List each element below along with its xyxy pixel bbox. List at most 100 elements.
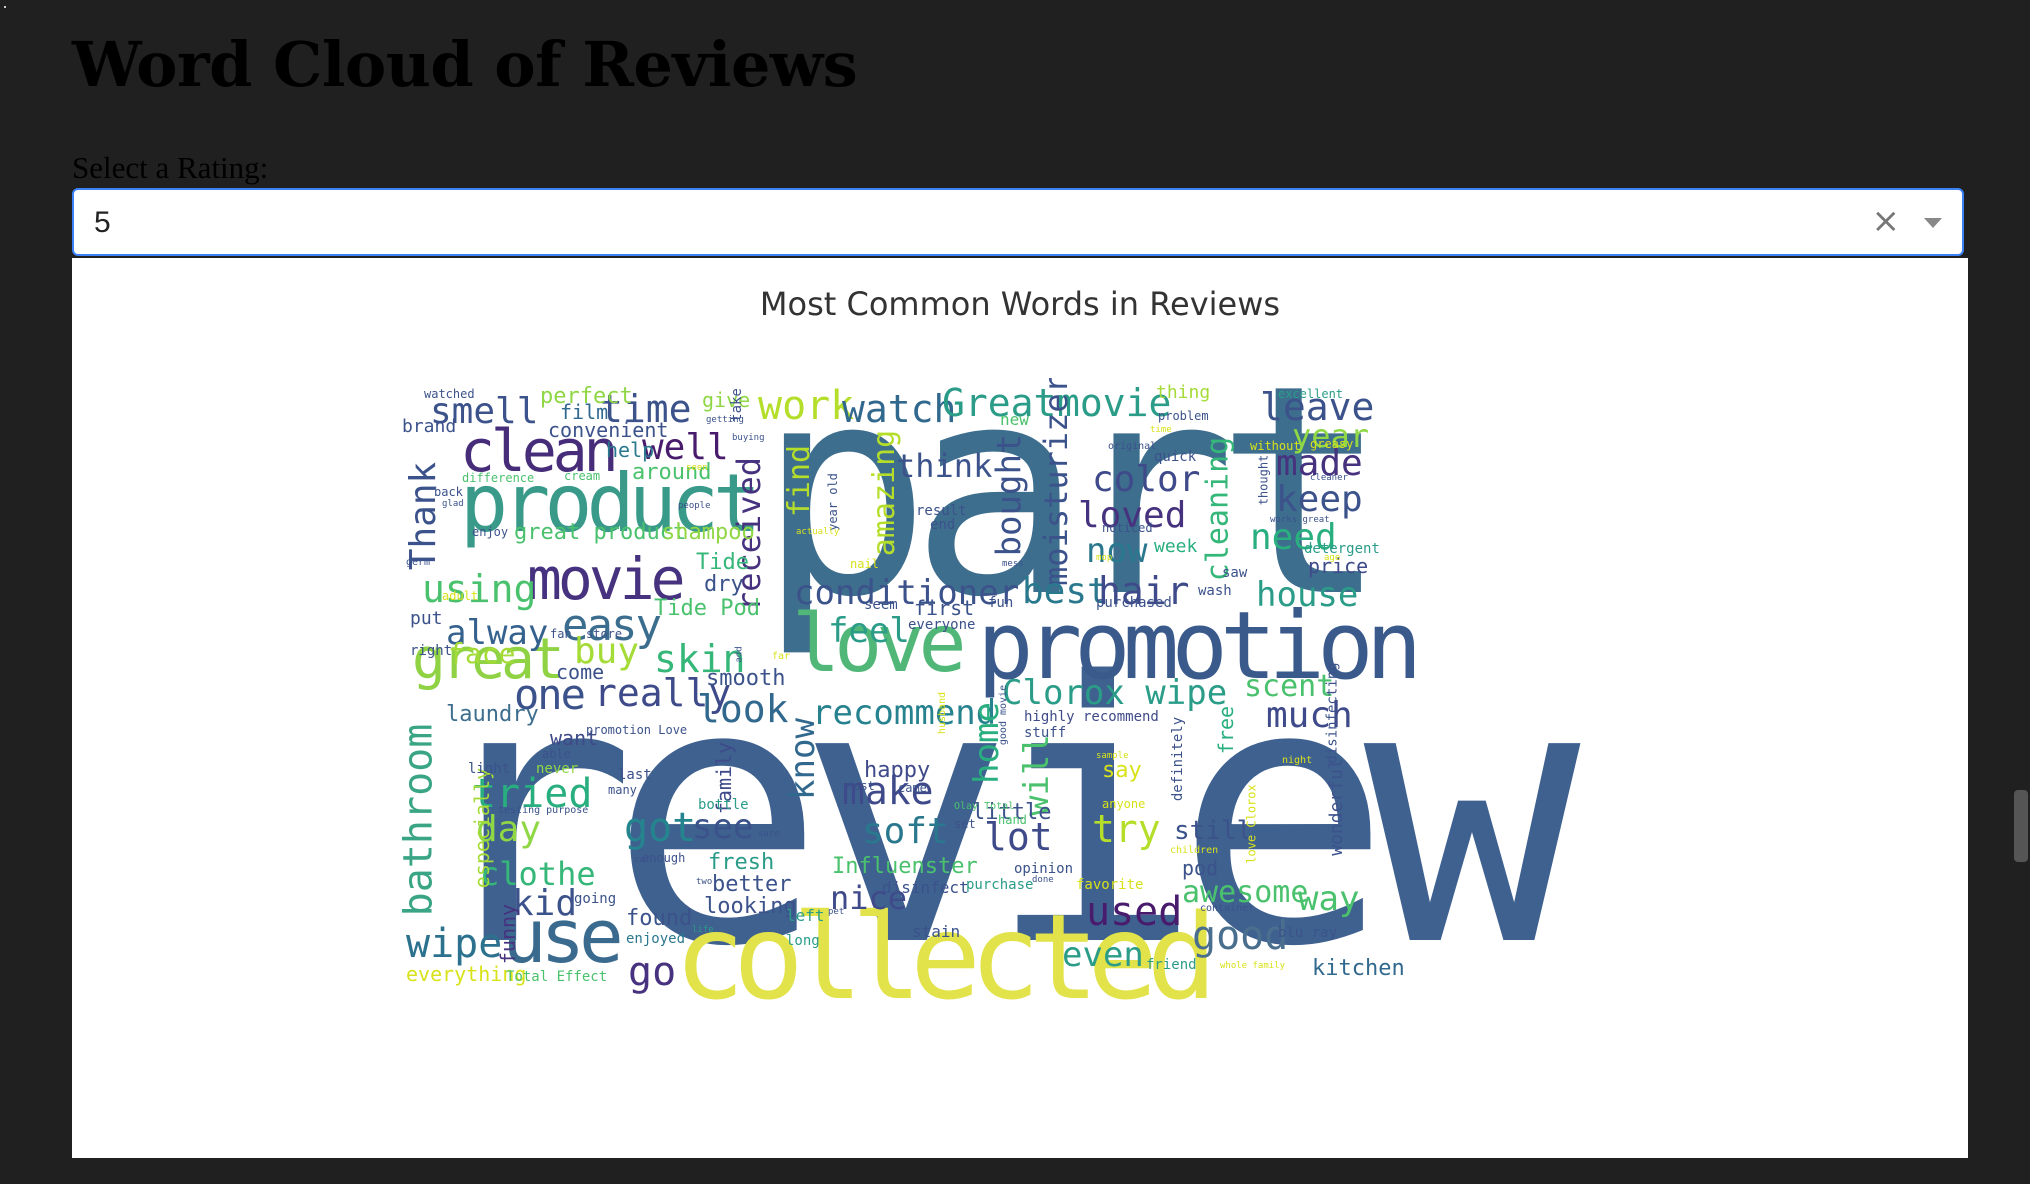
word-even: even	[1062, 935, 1144, 975]
word-influenster: Influenster	[832, 854, 978, 879]
word-time-small: time	[1150, 425, 1172, 435]
word-add: add	[734, 646, 745, 663]
word-happy: happy	[864, 758, 931, 783]
word-laundry: laundry	[446, 702, 539, 727]
word-best: best	[1022, 571, 1109, 612]
word-make: make	[842, 769, 934, 813]
word-good-movie: good movie	[998, 684, 1010, 746]
word-excellent: excellent	[1278, 387, 1344, 401]
word-never: never	[536, 761, 579, 777]
chevron-down-icon[interactable]	[1924, 218, 1942, 228]
word-way: way	[1298, 879, 1360, 919]
word-cleaning: cleaning	[1200, 436, 1236, 582]
rating-dropdown[interactable]: 5 ×	[72, 188, 1964, 256]
word-hand: hand	[998, 813, 1027, 827]
word-know: know	[782, 718, 823, 800]
clear-icon[interactable]: ×	[1871, 201, 1901, 241]
word-actually: actually	[796, 527, 840, 537]
word-keep: keep	[1276, 479, 1363, 520]
word-wash: wash	[1198, 583, 1232, 599]
word-day: day	[476, 809, 542, 850]
word-pod: pod	[1182, 856, 1219, 880]
word-good: good	[1192, 913, 1289, 959]
word-mop: mop	[1096, 553, 1113, 563]
word-adult: adult	[442, 589, 479, 603]
word-blu-ray: blu ray	[1278, 925, 1338, 941]
word-clean: clean	[460, 417, 619, 485]
word-feel: feel	[828, 611, 910, 651]
word-little: little	[972, 800, 1052, 825]
word-many: many	[608, 783, 637, 797]
word-love-clorox: love Clorox	[1244, 784, 1259, 864]
word-tide-pod: Tide Pod	[654, 596, 760, 621]
word-much: much	[1266, 695, 1353, 736]
word-cleaner: cleaner	[1310, 473, 1348, 483]
word-highly-recommend: highly recommend	[1024, 709, 1159, 725]
word-whole-family: whole family	[1220, 961, 1286, 971]
word-part: part	[757, 378, 1389, 661]
word-one: one	[514, 670, 586, 719]
word-clorox-wipe: Clorox wipe	[1002, 673, 1228, 713]
word-enough: enough	[642, 851, 686, 865]
word-film: film	[560, 400, 609, 424]
word-made: made	[1276, 443, 1363, 484]
word-love: love	[792, 597, 967, 690]
scrollbar-handle[interactable]	[2014, 790, 2028, 862]
word-using: using	[422, 567, 537, 611]
word-week: week	[1154, 536, 1198, 557]
word-recommend: recommend	[812, 693, 997, 733]
word-new: new	[1000, 410, 1029, 429]
word-noticed: noticed	[1102, 521, 1153, 535]
word-car: car	[634, 855, 651, 865]
word-face: face	[448, 637, 516, 670]
word-used: used	[1086, 889, 1183, 935]
rating-selected-value: 5	[94, 206, 111, 239]
word-thing: thing	[1156, 382, 1211, 403]
word-fresh: fresh	[708, 850, 775, 875]
word-saw: saw	[1222, 565, 1248, 581]
word-result: result	[916, 503, 967, 519]
word-buy: buy	[574, 631, 640, 672]
word-must: must	[846, 779, 875, 793]
word-total-effect: Total Effect	[506, 969, 608, 985]
word-quick: quick	[1154, 449, 1197, 465]
word-color: color	[1092, 459, 1201, 500]
word-olay-total: Olay Total	[954, 801, 1015, 812]
word-bottle: bottle	[698, 797, 749, 813]
word-stain: stain	[912, 922, 961, 941]
word-find: find	[782, 444, 818, 518]
word-mess: mess	[1002, 559, 1024, 569]
word-especially: especially	[470, 767, 495, 889]
word-need: need	[1250, 517, 1337, 558]
word-thank: Thank	[403, 461, 445, 571]
word-got: got	[624, 805, 697, 851]
word-thought: thought	[1256, 454, 1271, 506]
word-watch: watch	[842, 387, 957, 431]
word-store: store	[586, 627, 623, 641]
word-bathroom: bathroom	[402, 723, 442, 917]
word-glad: glad	[442, 499, 464, 509]
word-convenient: convenient	[548, 418, 669, 442]
word-great-product: great product	[514, 520, 687, 545]
word-tide: Tide	[696, 550, 749, 575]
word-perfect: perfect	[540, 384, 633, 409]
word-moisturizer: moisturizer	[1036, 378, 1075, 586]
word-able: able	[542, 747, 571, 761]
page-title: Word Cloud of Reviews	[72, 28, 858, 101]
word-end: end	[930, 517, 956, 533]
word-collected: collected	[674, 888, 1217, 1008]
word-say: say	[1102, 758, 1142, 783]
word-far: far	[772, 651, 791, 662]
word-review: review	[420, 606, 1580, 1008]
word-try: try	[1092, 807, 1161, 851]
word-nice: nice	[830, 879, 908, 917]
word-found: found	[626, 906, 693, 931]
word-sure: sure	[758, 829, 780, 839]
word-seem: seem	[864, 597, 898, 613]
word-look: look	[697, 687, 789, 731]
word-sample: sample	[1096, 751, 1129, 761]
word-see: see	[692, 807, 754, 847]
word-right: right	[410, 643, 453, 659]
word-purchase: purchase	[966, 877, 1034, 893]
